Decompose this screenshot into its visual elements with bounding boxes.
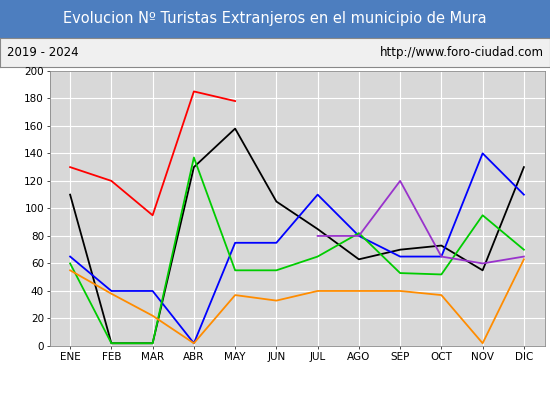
Text: Evolucion Nº Turistas Extranjeros en el municipio de Mura: Evolucion Nº Turistas Extranjeros en el …: [63, 12, 487, 26]
Text: 2019 - 2024: 2019 - 2024: [7, 46, 78, 59]
Text: http://www.foro-ciudad.com: http://www.foro-ciudad.com: [379, 46, 543, 59]
